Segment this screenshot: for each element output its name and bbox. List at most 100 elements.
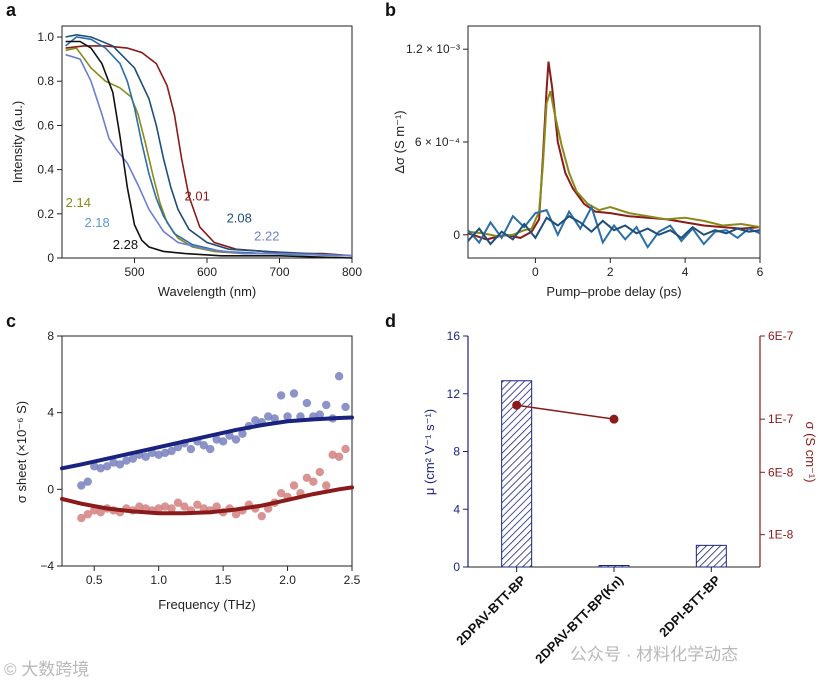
panel-c-point-real — [206, 444, 215, 454]
panel-c-ticks: 0.5 1.0 1.5 2.0 2.5 −4 0 4 8 — [40, 329, 360, 587]
panel-d-left-ytick-label: 16 — [447, 329, 461, 343]
panel-d-conductivity-point-2DPAV-BTT-BP — [512, 400, 522, 410]
panel-c-point-real — [102, 462, 112, 471]
panel-a-ytick-label: 0 — [47, 251, 54, 265]
panel-c-point-imaginary — [96, 508, 105, 517]
panel-d-right-ytick-label: 1E-7 — [768, 412, 794, 426]
panel-c-point-imaginary — [77, 513, 86, 523]
panel-b-series-line-blue-2 — [467, 214, 761, 246]
panel-c-point-real — [238, 429, 247, 438]
panel-c-xtick-label: 2.5 — [344, 573, 361, 587]
panel-a-annotation-2.28: 2.28 — [113, 237, 138, 252]
panel-c-point-real — [83, 477, 92, 486]
panel-d-bar-2DPAV-BTT-BP(Kn) — [598, 565, 630, 568]
panel-d-category-label: 2DPAV-BTT-BP — [453, 572, 529, 648]
panel-c-point-real — [334, 372, 344, 381]
panel-c-point-real — [141, 452, 150, 461]
panel-c-letter: c — [6, 311, 16, 331]
panel-a-ytick-label: 1.0 — [37, 30, 54, 44]
panel-a-annotation-2.01: 2.01 — [185, 189, 210, 204]
panel-d-conductivity-series — [512, 400, 619, 424]
panel-c-point-real — [270, 414, 279, 423]
panel-c-point-real — [302, 398, 312, 408]
panel-c-point-real — [115, 460, 125, 469]
panel-c-point-real — [231, 435, 241, 444]
panel-c-point-imaginary — [231, 510, 241, 519]
panel-a-annotation-2.22: 2.22 — [254, 228, 279, 243]
panel-c-point-real — [128, 454, 138, 463]
panel-c-ytick-label: 8 — [47, 329, 54, 343]
panel-b-ytick-label: 6 × 10⁻⁴ — [415, 135, 460, 149]
panel-c-point-imaginary — [135, 502, 144, 511]
panel-a-series-line-2.08 — [65, 33, 353, 257]
panel-d-right-ytick-label: 1E-8 — [768, 528, 794, 542]
panel-b-xtick-label: 0 — [532, 265, 539, 279]
panel-c-frame — [61, 335, 353, 567]
panel-c-point-real — [212, 435, 221, 444]
panel-c-xtick-label: 0.5 — [86, 573, 103, 587]
panel-d-bars — [501, 380, 727, 572]
panel-c-point-real — [109, 458, 118, 467]
panel-a-ticks: 500 600 700 800 0 0.2 0.4 0.6 0.8 1.0 — [37, 30, 362, 279]
watermark-right: 公众号 · 材料化学动态 — [570, 645, 739, 664]
panel-c-point-imaginary — [289, 481, 299, 490]
panel-b-series-line-dark-red — [467, 61, 761, 241]
panel-c-xtick-label: 2.0 — [279, 573, 296, 587]
panel-d-ticks: 0 4 8 12 16 1E-8 6E-8 1E-7 6E-7 — [447, 329, 794, 574]
panel-c-point-real — [154, 450, 163, 460]
panel-c-point-imaginary — [341, 444, 350, 454]
panel-c-point-real — [289, 389, 299, 398]
panel-c-xtick-label: 1.0 — [150, 573, 167, 587]
panel-a-annotation-2.14: 2.14 — [66, 195, 91, 210]
panel-c: c 0.5 1.0 1.5 2.0 2.5 −4 0 4 8 Frequency (THz) σ… — [6, 311, 361, 612]
panel-d-conductivity-line — [516, 404, 615, 420]
panel-d-left-ytick-label: 0 — [453, 560, 460, 574]
panel-a-xtick-label: 500 — [124, 265, 144, 279]
panel-d-left-ytick-label: 8 — [453, 445, 460, 459]
panel-a-xtick-label: 700 — [269, 265, 289, 279]
panel-b-series — [467, 61, 761, 250]
panel-c-fit-line-real — [60, 415, 354, 471]
panel-b-xtick-label: 4 — [682, 265, 689, 279]
panel-c-point-imaginary — [212, 502, 221, 511]
panel-d-ylabel-left: μ (cm² V⁻¹ s⁻¹) — [422, 409, 437, 495]
panel-d-conductivity-point-2DPAV-BTT-BP(Kn) — [609, 414, 619, 424]
panel-b-series-line-blue-1 — [467, 204, 761, 250]
panel-c-point-real — [276, 391, 286, 400]
panel-d-category-label: 2DPI-BTT-BP — [656, 572, 724, 640]
panel-a-series-line-2.18 — [65, 36, 353, 257]
panel-b-xtick-label: 2 — [607, 265, 614, 279]
panel-b-xlabel: Pump–probe delay (ps) — [546, 284, 681, 299]
panel-c-point-imaginary — [180, 502, 189, 511]
panel-c-point-real — [77, 481, 86, 490]
panel-c-point-imaginary — [302, 473, 312, 483]
panel-c-point-real — [341, 402, 350, 412]
panel-d-ylabel-right: σ (S cm⁻¹) — [803, 421, 818, 482]
panel-c-point-real — [160, 448, 170, 458]
panel-d-left-ytick-label: 12 — [447, 387, 461, 401]
panel-c-point-real — [218, 437, 228, 446]
panel-a-series-line-2.28 — [65, 40, 353, 259]
panel-a-xtick-label: 600 — [197, 265, 217, 279]
panel-b-letter: b — [385, 0, 396, 20]
panel-b-ticks: 0 2 4 6 0 6 × 10⁻⁴ 1.2 × 10⁻³ — [406, 42, 764, 279]
panel-b-ytick-label: 1.2 × 10⁻³ — [406, 42, 460, 56]
panel-d-bar-2DPAV-BTT-BP — [501, 380, 533, 568]
panel-a-annotation-2.18: 2.18 — [84, 215, 109, 230]
panel-b: b 0 2 4 6 0 6 × 10⁻⁴ 1.2 × 10⁻³ Pump–probe del… — [385, 0, 764, 299]
panel-d-letter: d — [385, 311, 396, 331]
panel-c-point-imaginary — [315, 467, 324, 477]
panel-c-point-imaginary — [276, 488, 286, 498]
panel-b-xtick-label: 6 — [757, 265, 764, 279]
panel-c-point-real — [186, 444, 196, 454]
panel-c-point-real — [96, 464, 105, 473]
panel-d: d 0 4 8 12 16 1E-8 6E-8 1E-7 6E-7 2DPAV-BTT-BP 2D… — [385, 311, 818, 667]
panel-c-point-real — [264, 412, 273, 421]
panel-a-letter: a — [6, 0, 17, 20]
panel-d-bar-2DPI-BTT-BP — [695, 544, 727, 568]
panel-c-point-imaginary — [173, 498, 183, 507]
